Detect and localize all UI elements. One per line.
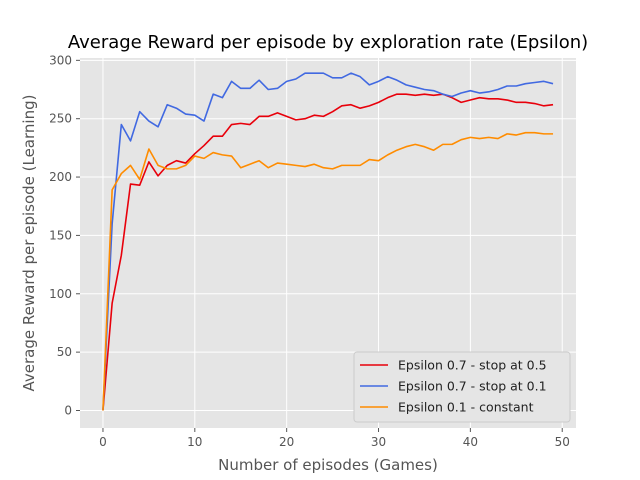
series-line-1: [102, 72, 554, 411]
x-tick-label: 40: [463, 435, 478, 449]
legend-entry-1: Epsilon 0.7 - stop at 0.1: [398, 379, 547, 394]
y-tick-label: 250: [49, 112, 72, 126]
x-tick-label: 20: [279, 435, 294, 449]
x-tick-label: 50: [555, 435, 570, 449]
x-ticks: 0 10 20 30 40 50: [99, 428, 570, 449]
x-tick-label: 10: [187, 435, 202, 449]
y-tick-label: 100: [49, 287, 72, 301]
y-tick-label: 150: [49, 228, 72, 242]
legend-entry-0: Epsilon 0.7 - stop at 0.5: [398, 358, 547, 373]
legend-box: [353, 351, 571, 423]
y-ticks: 0 50 100 150 200 250 300: [49, 53, 80, 417]
y-tick-label: 50: [57, 345, 72, 359]
chart-title: Average Reward per episode by exploratio…: [68, 32, 588, 53]
x-tick-label: 0: [99, 435, 107, 449]
series-lines: [102, 72, 554, 411]
x-axis-label: Number of episodes (Games): [218, 456, 438, 474]
y-tick-label: 200: [49, 170, 72, 184]
y-axis-label: Average Reward per episode (Learning): [20, 95, 38, 392]
x-tick-label: 30: [371, 435, 386, 449]
legend: Epsilon 0.7 - stop at 0.5 Epsilon 0.7 - …: [353, 351, 571, 423]
y-tick-label: 0: [64, 403, 72, 417]
series-line-0: [102, 93, 554, 411]
legend-entry-2: Epsilon 0.1 - constant: [398, 400, 534, 415]
series-line-2: [102, 131, 554, 411]
y-tick-label: 300: [49, 53, 72, 67]
